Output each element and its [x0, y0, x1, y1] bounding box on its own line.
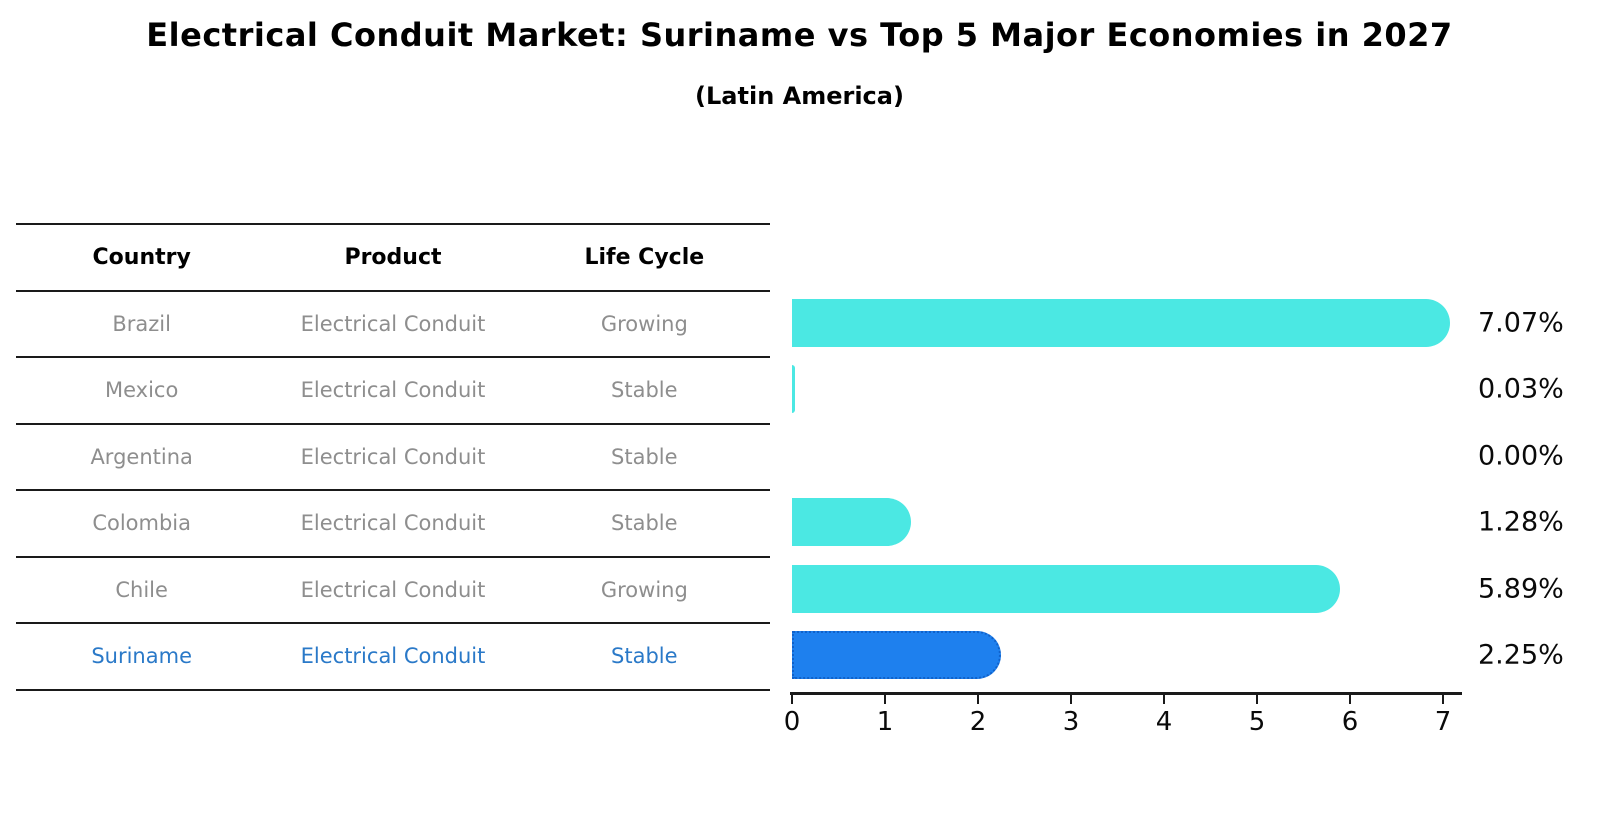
x-tick: 4 [1156, 695, 1172, 737]
cell-product: Electrical Conduit [300, 644, 486, 669]
cell-product: Electrical Conduit [300, 444, 486, 469]
x-tick-label: 7 [1434, 707, 1452, 737]
bar-mexico [792, 365, 795, 414]
cell-country: Argentina [90, 444, 193, 469]
column-header-life-cycle: Life Cycle [584, 244, 705, 270]
table-row-mexico: Mexico Electrical Conduit Stable [16, 356, 770, 423]
x-tick-label: 2 [969, 707, 987, 737]
chart-title: Electrical Conduit Market: Suriname vs T… [146, 16, 1453, 54]
country-table: Country Product Life Cycle Brazil Electr… [16, 223, 770, 691]
x-tick-label: 1 [876, 707, 894, 737]
cell-country: Chile [115, 577, 168, 602]
x-tick: 6 [1342, 695, 1358, 737]
bar-value-label: 0.03% [1478, 373, 1564, 405]
bar-row-colombia: 1.28% [790, 489, 1599, 556]
table-row-argentina: Argentina Electrical Conduit Stable [16, 422, 770, 490]
x-tick: 1 [877, 695, 893, 737]
x-tick: 3 [1063, 695, 1079, 737]
x-axis-line [790, 692, 1462, 695]
chart-subtitle: (Latin America) [695, 82, 904, 110]
bar-value-label: 7.07% [1478, 307, 1564, 339]
cell-life-cycle: Stable [611, 644, 678, 669]
x-tick: 5 [1249, 695, 1265, 737]
bar-value-label: 1.28% [1478, 506, 1564, 538]
x-axis-ticks: 0 1 2 3 4 5 6 7 [784, 692, 1490, 752]
table-row-brazil: Brazil Electrical Conduit Growing [16, 289, 770, 357]
bar-brazil [792, 298, 1450, 347]
bar-chart: 7.07% 0.03% 0.00% 1.28% 5.89% 2.25% 0 1 2 3… [784, 223, 1599, 783]
cell-country: Mexico [105, 378, 179, 403]
cell-life-cycle: Growing [600, 311, 688, 336]
table-row-suriname: Suriname Electrical Conduit Stable [16, 622, 770, 689]
bar-value-label: 2.25% [1478, 639, 1564, 671]
x-tick: 7 [1435, 695, 1451, 737]
x-tick-label: 5 [1248, 707, 1266, 737]
x-tick-label: 3 [1062, 707, 1080, 737]
bar-row-chile: 5.89% [790, 556, 1599, 623]
bar-suriname [792, 631, 1002, 680]
cell-country: Suriname [91, 644, 192, 669]
plot-header-spacer [790, 223, 1599, 290]
bar-row-suriname: 2.25% [790, 622, 1599, 689]
table-header-row: Country Product Life Cycle [16, 223, 770, 290]
cell-product: Electrical Conduit [300, 311, 486, 336]
bar-value-label: 0.00% [1478, 440, 1564, 472]
x-tick: 2 [970, 695, 986, 737]
bar-chile [792, 564, 1340, 613]
bar-row-argentina: 0.00% [790, 423, 1599, 490]
bar-row-mexico: 0.03% [790, 356, 1599, 423]
cell-product: Electrical Conduit [300, 511, 486, 536]
bar-value-label: 5.89% [1478, 573, 1564, 605]
x-tick: 0 [784, 695, 800, 737]
column-header-country: Country [92, 244, 191, 270]
column-header-product: Product [344, 244, 442, 270]
bar-row-brazil: 7.07% [790, 290, 1599, 357]
x-tick-label: 4 [1155, 707, 1173, 737]
cell-life-cycle: Stable [611, 511, 678, 536]
x-tick-label: 6 [1341, 707, 1359, 737]
cell-product: Electrical Conduit [300, 577, 486, 602]
cell-country: Brazil [112, 311, 171, 336]
table-row-chile: Chile Electrical Conduit Growing [16, 555, 770, 623]
bar-colombia [792, 498, 912, 547]
x-tick-label: 0 [783, 707, 801, 737]
cell-life-cycle: Stable [611, 378, 678, 403]
cell-life-cycle: Stable [611, 444, 678, 469]
table-row-colombia: Colombia Electrical Conduit Stable [16, 489, 770, 556]
cell-product: Electrical Conduit [300, 378, 486, 403]
cell-life-cycle: Growing [600, 577, 688, 602]
cell-country: Colombia [92, 511, 191, 536]
